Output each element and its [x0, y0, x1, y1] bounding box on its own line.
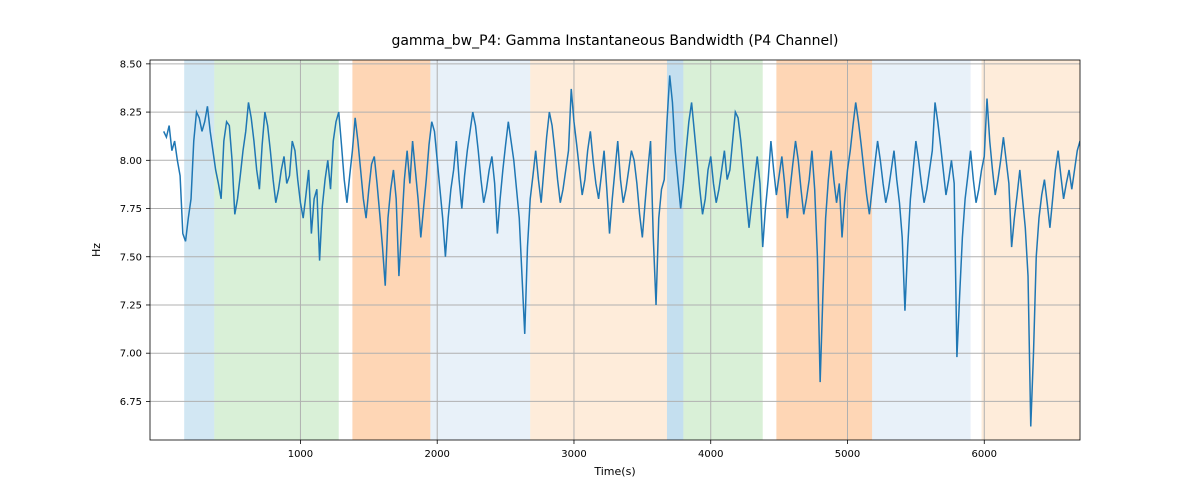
span-region [683, 60, 762, 440]
y-tick-label: 7.50 [120, 252, 142, 263]
span-region [530, 60, 585, 440]
x-tick-label: 4000 [698, 449, 723, 460]
y-tick-label: 6.75 [120, 397, 142, 408]
span-region [585, 60, 667, 440]
y-tick-label: 8.25 [120, 108, 142, 119]
x-tick-label: 2000 [424, 449, 449, 460]
y-tick-label: 8.50 [120, 59, 142, 70]
chart-title: gamma_bw_P4: Gamma Instantaneous Bandwid… [391, 33, 838, 49]
y-axis-label: Hz [90, 243, 103, 257]
y-tick-label: 7.00 [120, 349, 142, 360]
x-axis: 1000 2000 3000 4000 5000 6000 [288, 440, 997, 460]
gamma-bandwidth-chart: 1000 2000 3000 4000 5000 6000 6.75 7.00 7.25 7.50… [0, 0, 1200, 500]
x-axis-label: Time(s) [593, 465, 635, 478]
span-region [667, 60, 683, 440]
x-tick-label: 6000 [972, 449, 997, 460]
span-region [997, 60, 1080, 440]
y-tick-label: 7.25 [120, 300, 142, 311]
y-tick-label: 7.75 [120, 204, 142, 215]
y-tick-label: 8.00 [120, 156, 142, 167]
x-tick-label: 3000 [561, 449, 586, 460]
span-region [352, 60, 430, 440]
y-axis: 6.75 7.00 7.25 7.50 7.75 8.00 8.25 8.50 [120, 59, 150, 408]
x-tick-label: 1000 [288, 449, 313, 460]
x-tick-label: 5000 [835, 449, 860, 460]
